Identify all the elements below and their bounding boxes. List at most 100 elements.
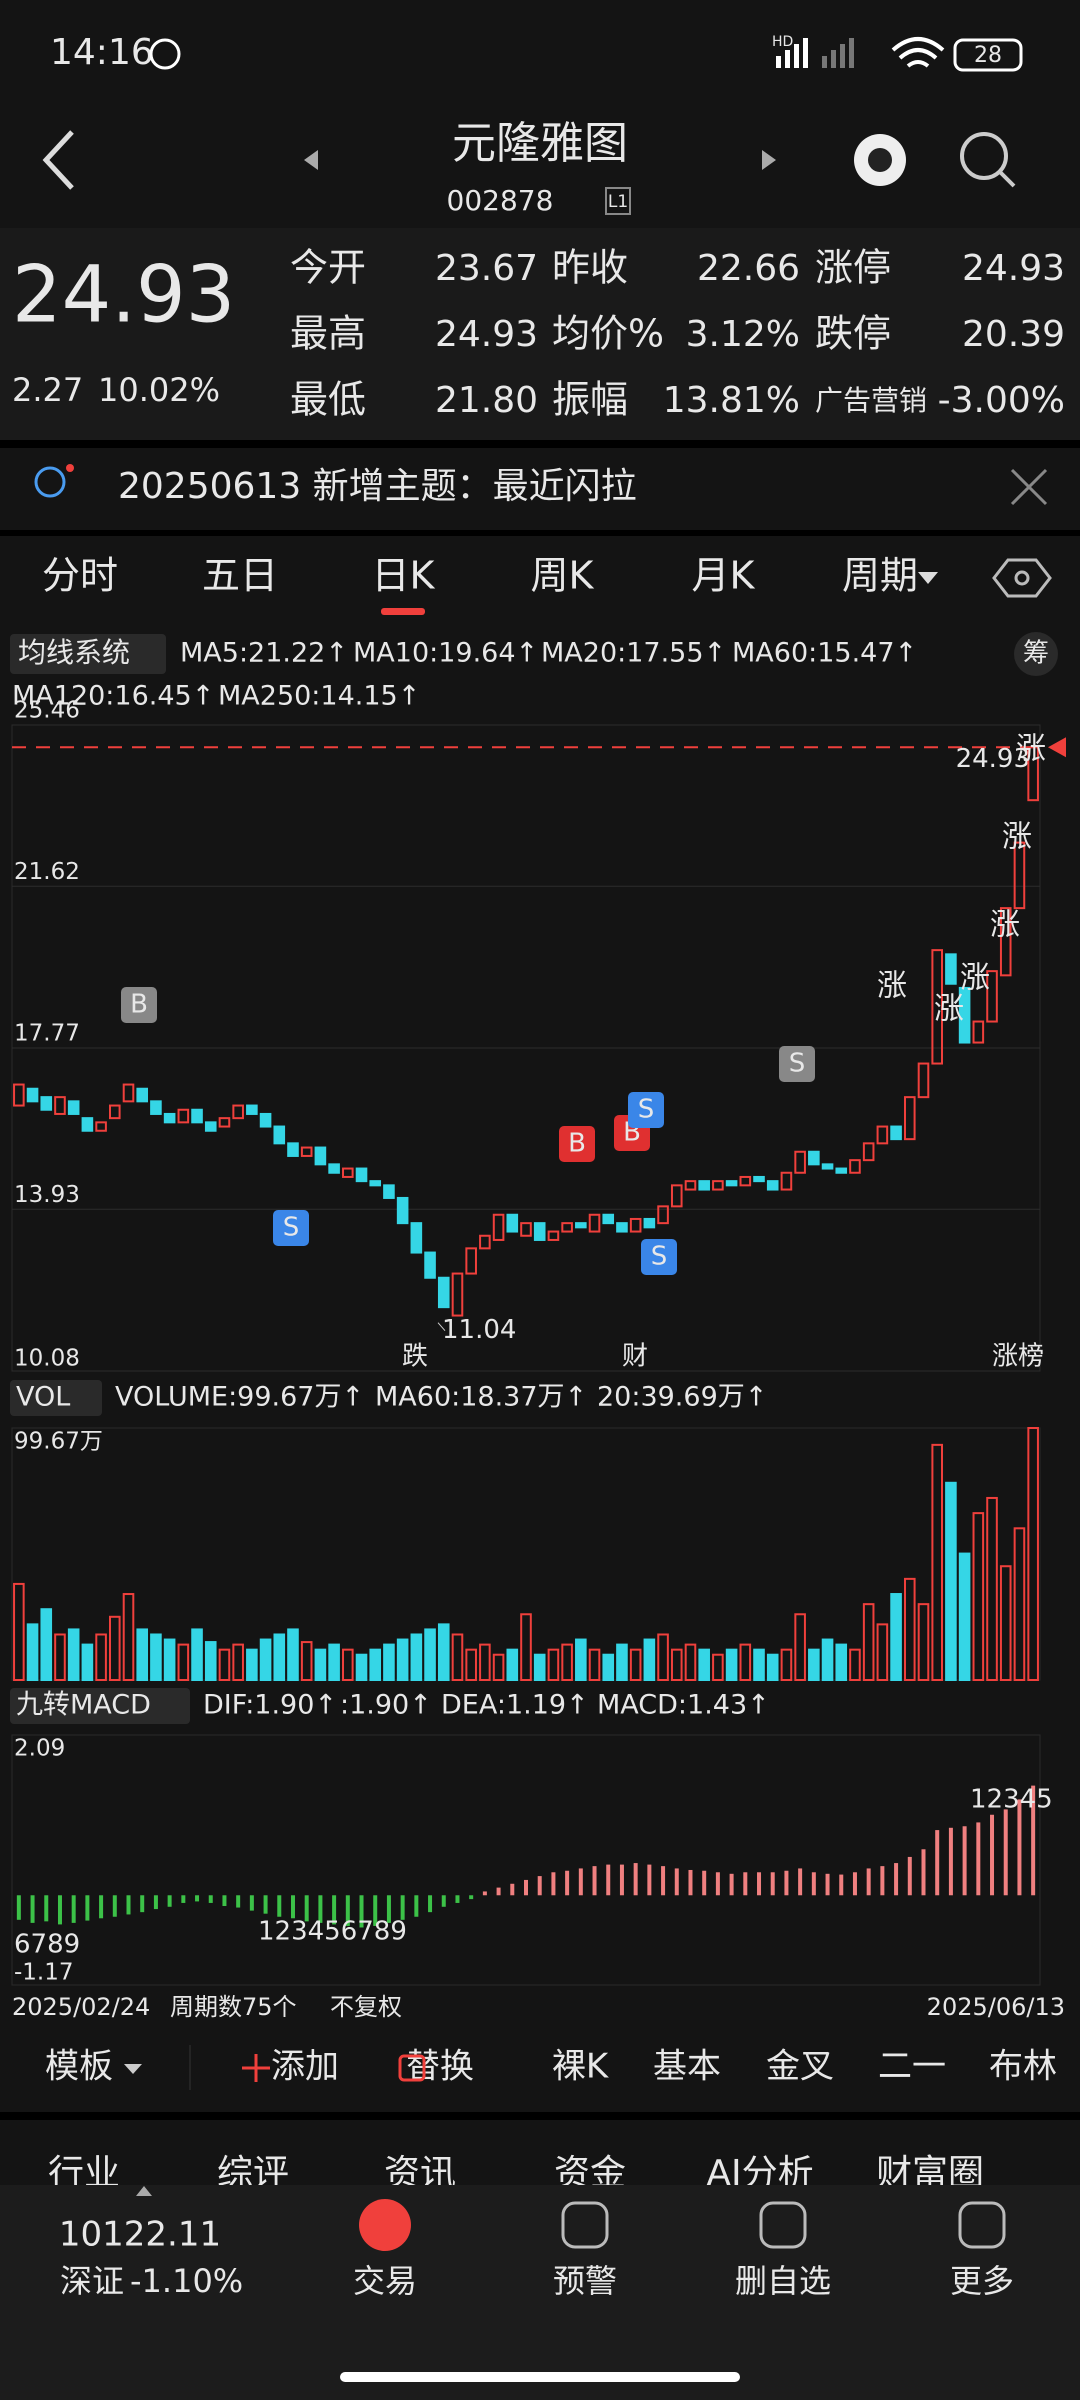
toolbar-item[interactable]: 布林 (989, 2047, 1057, 2087)
period-tab[interactable]: 周期 (842, 554, 918, 598)
candle-body (657, 1205, 669, 1225)
period-tab[interactable]: 日K (372, 554, 436, 598)
toolbar-item[interactable]: 添加 (271, 2047, 339, 2087)
settings-icon[interactable] (992, 558, 1052, 598)
y-tick-label: 21.62 (14, 859, 80, 885)
nav-label[interactable]: 预警 (553, 2262, 617, 2300)
macd-selector[interactable]: 九转MACD (16, 1690, 151, 1721)
toolbar-item[interactable]: 裸K (552, 2047, 610, 2087)
macd-bar (208, 1895, 213, 1903)
nav-label[interactable]: 删自选 (735, 2262, 831, 2300)
chart-footer: 不复权 (330, 1993, 402, 2021)
toolbar-item[interactable]: 金叉 (766, 2047, 834, 2087)
signal-box[interactable] (641, 1239, 677, 1275)
candle-body (712, 1180, 724, 1191)
nav-icon[interactable] (759, 2201, 807, 2249)
volume-bar (95, 1633, 107, 1682)
level-badge: L1 (608, 192, 628, 212)
back-button[interactable] (42, 130, 74, 190)
volume-bar (629, 1648, 642, 1682)
signal-label[interactable]: S (638, 1095, 655, 1125)
battery-level: 28 (974, 43, 1002, 68)
limit-up-tag: 涨 (877, 969, 907, 1004)
notice-text[interactable]: 20250613 新增主题：最近闪拉 (118, 466, 637, 507)
macd-bar (140, 1895, 145, 1913)
macd-bar (30, 1895, 35, 1923)
event-tag[interactable]: 财 (622, 1342, 648, 1372)
signal-label[interactable]: B (130, 990, 148, 1020)
nav-icon[interactable] (958, 2201, 1006, 2249)
macd-bar (345, 1895, 350, 1926)
volume-bar (808, 1648, 820, 1682)
signal-label[interactable]: S (283, 1213, 300, 1243)
next-stock[interactable] (762, 150, 776, 170)
candle-body (999, 907, 1012, 977)
candle-body (533, 1222, 546, 1241)
signal-label[interactable]: S (789, 1049, 806, 1079)
replace-icon (398, 2054, 426, 2082)
volume-bar (684, 1643, 697, 1681)
signal-label[interactable]: S (651, 1242, 668, 1272)
candle-body (780, 1171, 793, 1191)
event-tag[interactable]: 涨榜 (992, 1342, 1044, 1372)
volume-bar (109, 1615, 121, 1681)
nav-icon[interactable] (561, 2201, 609, 2249)
macd-bar (373, 1895, 378, 1926)
vol-selector-box[interactable] (10, 1380, 102, 1416)
signal-box[interactable] (121, 987, 157, 1023)
field-label: 昨收 (552, 246, 628, 290)
toolbar-item[interactable]: 模板 (45, 2047, 113, 2087)
macd-bar (482, 1891, 487, 1896)
ma-selector-box[interactable] (10, 634, 166, 674)
candle-body (986, 970, 998, 1023)
candle-body (945, 953, 957, 985)
volume-bar (204, 1641, 217, 1681)
ma-selector[interactable]: 均线系统 (18, 636, 130, 669)
prev-stock[interactable] (304, 150, 318, 170)
volume-bar (575, 1638, 587, 1682)
search-icon[interactable] (960, 132, 1008, 180)
macd-bar (811, 1872, 816, 1896)
period-tab[interactable]: 五日 (202, 554, 278, 598)
macd-bar (236, 1895, 241, 1908)
signal-box[interactable] (273, 1210, 309, 1246)
volume-bar (67, 1628, 80, 1681)
toolbar-item[interactable]: 基本 (653, 2047, 721, 2087)
signal-box[interactable] (628, 1092, 664, 1128)
notice-close[interactable] (1010, 468, 1048, 506)
period-tab[interactable]: 周K (531, 554, 595, 598)
index-expand[interactable] (136, 2186, 152, 2196)
toolbar-item[interactable]: 二一 (878, 2047, 946, 2087)
chip-button-bg[interactable] (1014, 632, 1058, 676)
period-tab[interactable]: 月K (692, 554, 756, 598)
candle-body (492, 1213, 505, 1241)
macd-bar (455, 1895, 460, 1903)
y-tick-label: 17.77 (14, 1021, 80, 1047)
macd-bar (798, 1868, 803, 1896)
candle-body (465, 1247, 477, 1275)
candle-body (314, 1146, 327, 1166)
candle-body (13, 1083, 25, 1107)
macd-bar (743, 1872, 748, 1896)
nav-icon[interactable] (359, 2199, 411, 2251)
nav-label[interactable]: 更多 (950, 2262, 1014, 2300)
field-label: 今开 (290, 246, 366, 290)
field-label: 均价% (552, 312, 664, 356)
macd-bar (1031, 1785, 1036, 1896)
nav-label[interactable]: 交易 (353, 2262, 417, 2300)
vol-selector[interactable]: VOL (16, 1382, 70, 1413)
macd-selector-box[interactable] (10, 1688, 190, 1724)
candle-body (643, 1217, 656, 1229)
signal-box[interactable] (559, 1126, 595, 1162)
signal-box[interactable] (779, 1046, 815, 1082)
candle-body (396, 1196, 409, 1225)
event-tag[interactable]: 跌 (402, 1342, 428, 1372)
period-tab[interactable]: 分时 (42, 554, 118, 598)
chip-button[interactable]: 筹 (1023, 639, 1049, 669)
field-label: 涨停 (815, 246, 891, 290)
y-tick-label: 25.46 (14, 698, 80, 724)
volume-bar (766, 1653, 779, 1681)
signal-label[interactable]: B (568, 1129, 586, 1159)
index-change: -1.10% (130, 2262, 243, 2300)
index-value[interactable]: 10122.11 (59, 2215, 221, 2255)
